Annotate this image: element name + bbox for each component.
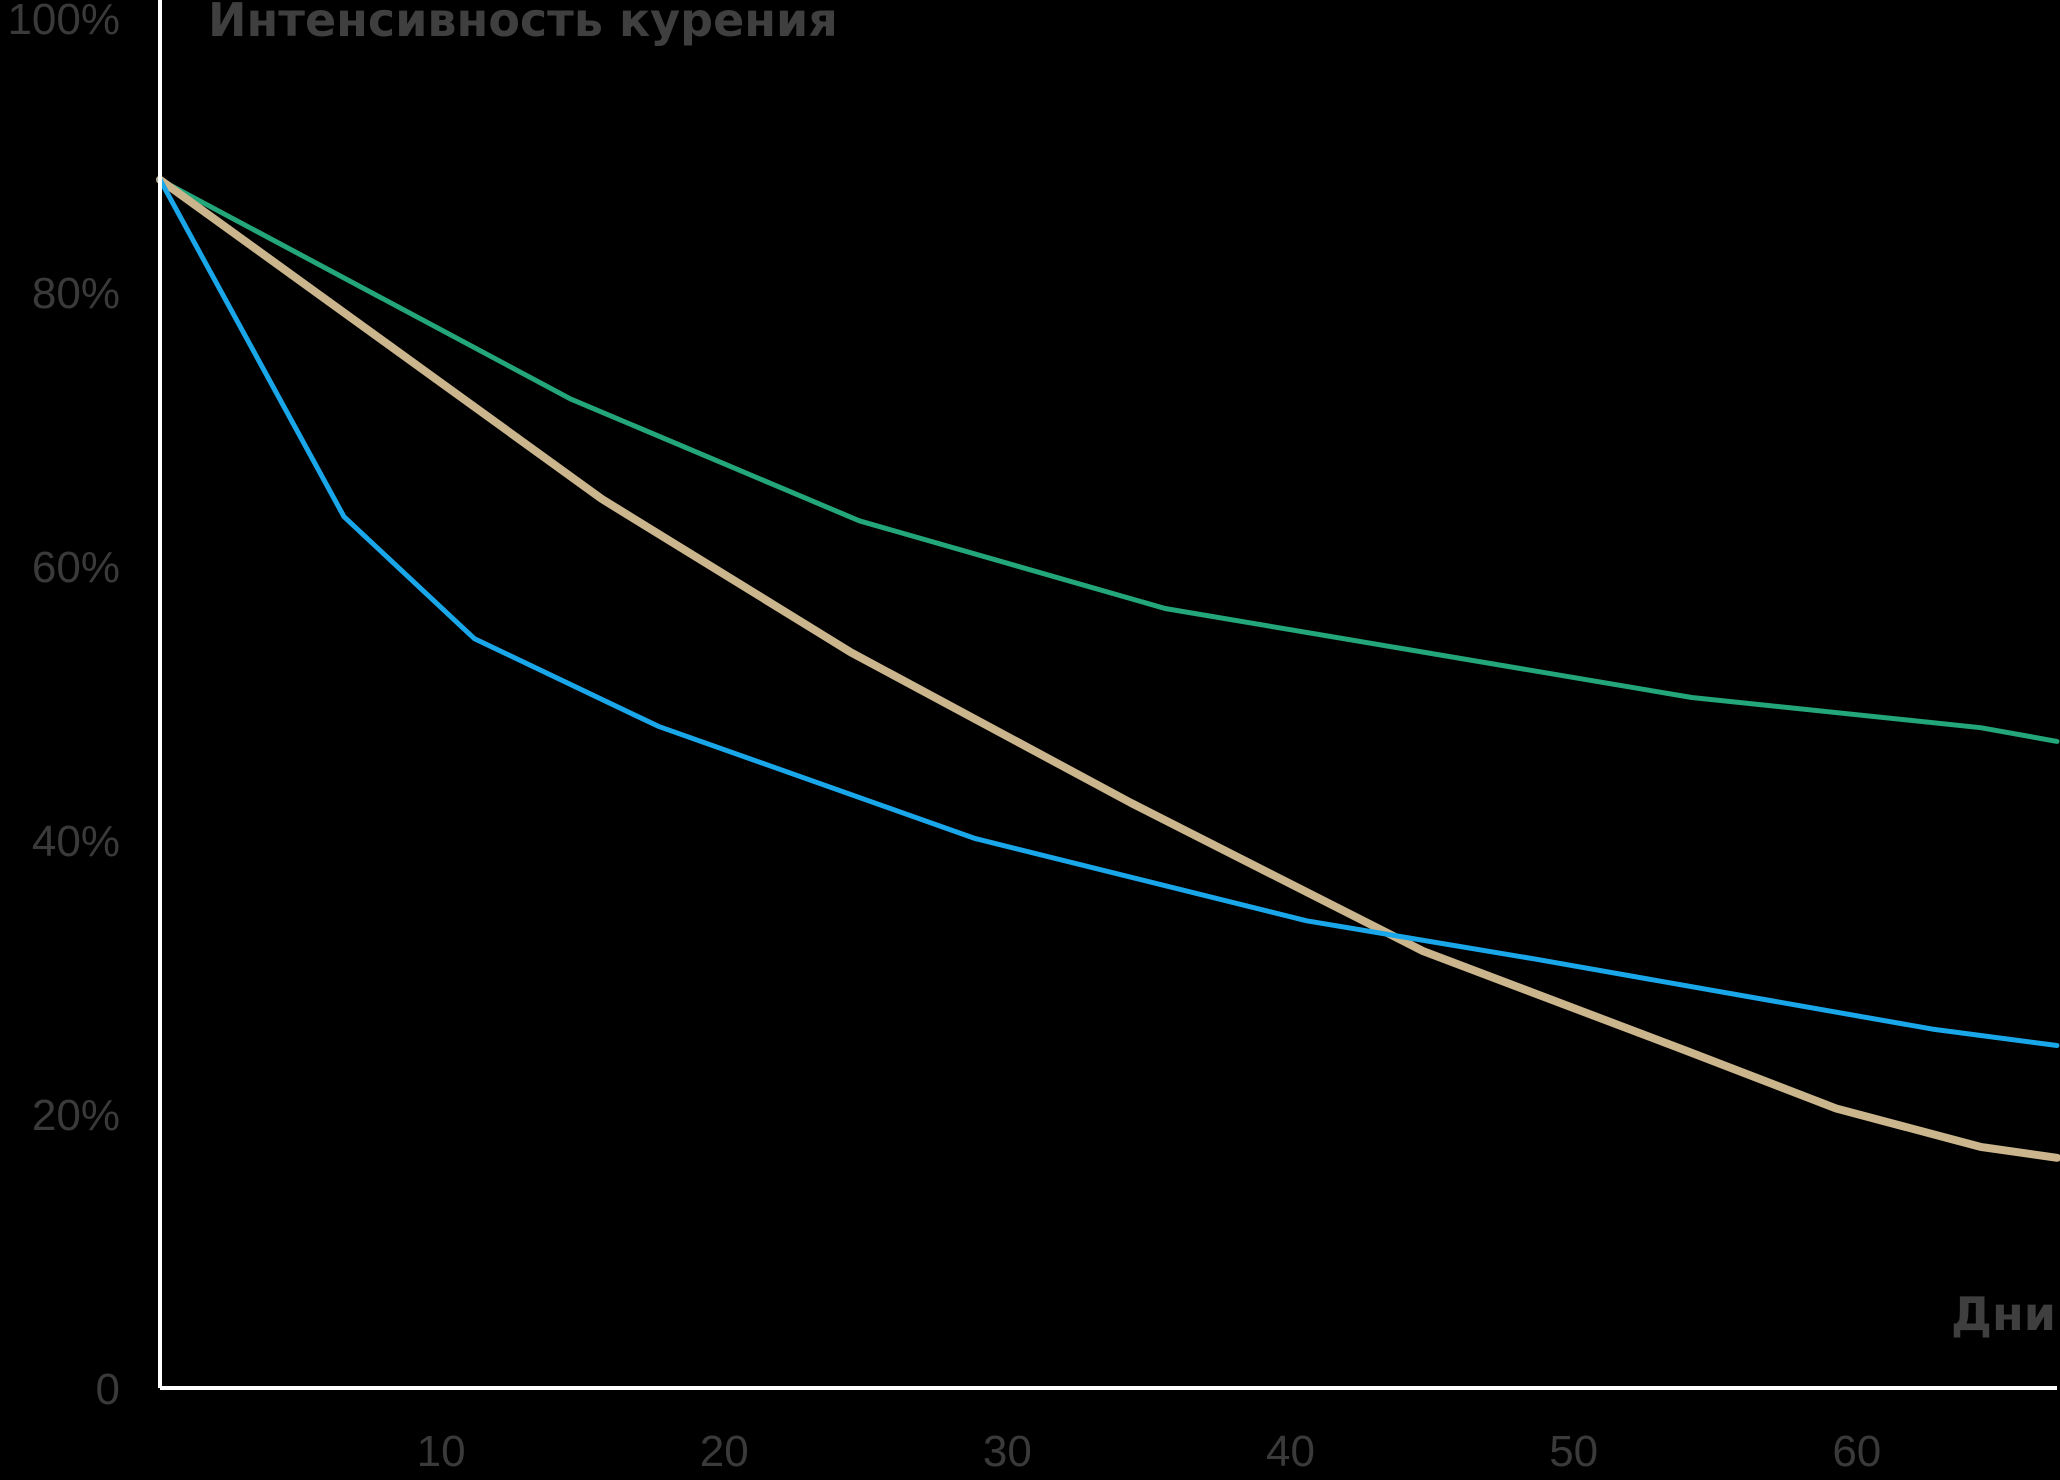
y-tick-label: 40% xyxy=(32,817,120,866)
x-tick-label: 30 xyxy=(983,1427,1032,1476)
y-axis-title: Интенсивность курения xyxy=(208,0,838,47)
y-tick-labels: 0 20% 40% 60% 80% 100% xyxy=(7,0,120,1414)
y-tick-label: 0 xyxy=(96,1365,120,1414)
x-tick-label: 50 xyxy=(1549,1427,1598,1476)
y-tick-label: 80% xyxy=(32,269,120,318)
y-tick-label: 100% xyxy=(7,0,120,44)
y-tick-label: 20% xyxy=(32,1091,120,1140)
x-tick-label: 20 xyxy=(700,1427,749,1476)
x-tick-label: 10 xyxy=(417,1427,466,1476)
series-line-3 xyxy=(157,177,2060,1048)
x-tick-label: 40 xyxy=(1266,1427,1315,1476)
series-line-1 xyxy=(157,177,2060,744)
series-layer xyxy=(156,175,2060,1162)
x-tick-labels: 10 20 30 40 50 60 xyxy=(417,1427,1882,1476)
x-axis-title: Дни xyxy=(1951,1287,2056,1341)
x-tick-label: 60 xyxy=(1832,1427,1881,1476)
series-line-2 xyxy=(156,175,2060,1162)
y-tick-label: 60% xyxy=(32,543,120,592)
